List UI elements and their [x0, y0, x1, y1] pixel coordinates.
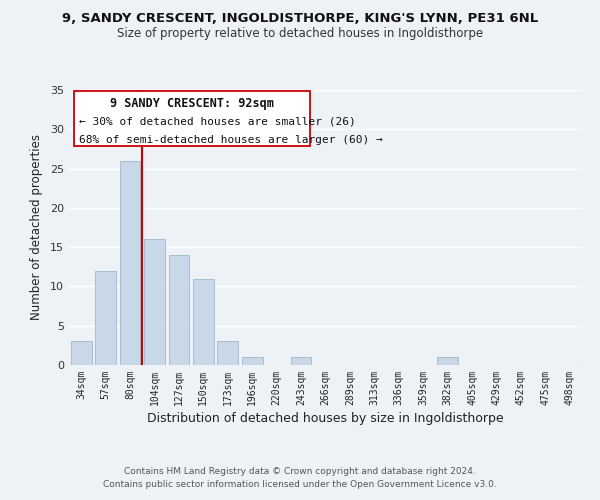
- Text: Contains public sector information licensed under the Open Government Licence v3: Contains public sector information licen…: [103, 480, 497, 489]
- Bar: [290, 357, 311, 365]
- Bar: [217, 342, 238, 365]
- Bar: [144, 240, 165, 365]
- FancyBboxPatch shape: [74, 92, 310, 146]
- Bar: [437, 357, 458, 365]
- X-axis label: Distribution of detached houses by size in Ingoldisthorpe: Distribution of detached houses by size …: [147, 412, 504, 425]
- Bar: [242, 357, 263, 365]
- Y-axis label: Number of detached properties: Number of detached properties: [30, 134, 43, 320]
- Text: Contains HM Land Registry data © Crown copyright and database right 2024.: Contains HM Land Registry data © Crown c…: [124, 467, 476, 476]
- Text: 9, SANDY CRESCENT, INGOLDISTHORPE, KING'S LYNN, PE31 6NL: 9, SANDY CRESCENT, INGOLDISTHORPE, KING'…: [62, 12, 538, 26]
- Bar: [169, 255, 190, 365]
- Text: ← 30% of detached houses are smaller (26): ← 30% of detached houses are smaller (26…: [79, 116, 356, 126]
- Text: 68% of semi-detached houses are larger (60) →: 68% of semi-detached houses are larger (…: [79, 136, 383, 145]
- Text: Size of property relative to detached houses in Ingoldisthorpe: Size of property relative to detached ho…: [117, 28, 483, 40]
- Text: 9 SANDY CRESCENT: 92sqm: 9 SANDY CRESCENT: 92sqm: [110, 97, 274, 110]
- Bar: [71, 342, 92, 365]
- Bar: [95, 270, 116, 365]
- Bar: [119, 160, 140, 365]
- Bar: [193, 278, 214, 365]
